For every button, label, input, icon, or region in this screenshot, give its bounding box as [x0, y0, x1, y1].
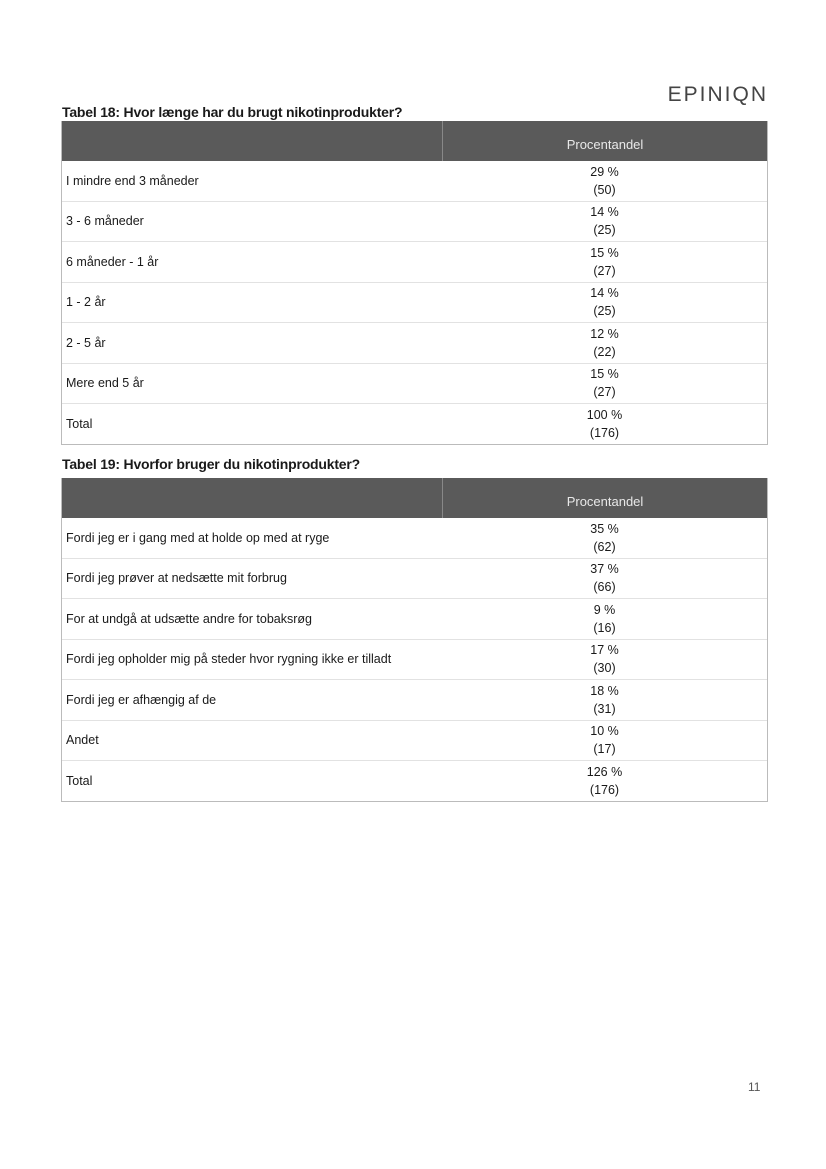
row-label: 6 måneder - 1 år	[66, 254, 159, 269]
row-value: 9 % (16)	[442, 599, 767, 639]
row-value: 100 % (176)	[442, 404, 767, 444]
epinion-logo: EPINIQN	[667, 83, 768, 106]
row-label: Total	[66, 773, 93, 788]
table-row: For at undgå at udsætte andre for tobaks…	[62, 599, 767, 640]
row-value: 35 % (62)	[442, 518, 767, 558]
column-header-procentandel: Procentandel	[566, 136, 644, 152]
table-row: 1 - 2 år 14 % (25)	[62, 283, 767, 323]
row-value: 14 % (25)	[442, 283, 767, 323]
row-label: Total	[66, 416, 93, 431]
table-18-title: Tabel 18: Hvor længe har du brugt nikoti…	[62, 104, 403, 120]
row-label: 2 - 5 år	[66, 335, 106, 350]
row-value: 17 % (30)	[442, 640, 767, 680]
row-count: (176)	[589, 425, 620, 440]
row-percent: 37 %	[590, 562, 619, 577]
row-percent: 15 %	[590, 245, 619, 260]
table-row: Mere end 5 år 15 % (27)	[62, 364, 767, 404]
row-percent: 18 %	[590, 683, 619, 698]
table-18: Procentandel I mindre end 3 måneder 29 %…	[61, 121, 768, 445]
table-header: Procentandel	[62, 121, 767, 161]
row-count: (50)	[593, 182, 616, 197]
row-value: 37 % (66)	[442, 559, 767, 599]
table-row: 3 - 6 måneder 14 % (25)	[62, 202, 767, 242]
row-percent: 10 %	[590, 724, 619, 739]
row-count: (25)	[593, 223, 616, 238]
row-percent: 100 %	[586, 407, 623, 422]
row-count: (30)	[593, 661, 616, 676]
row-percent: 17 %	[590, 643, 619, 658]
row-count: (22)	[593, 344, 616, 359]
row-label: Mere end 5 år	[66, 376, 144, 391]
row-count: (176)	[589, 782, 620, 797]
table-row: 6 måneder - 1 år 15 % (27)	[62, 242, 767, 283]
row-label: 1 - 2 år	[66, 295, 106, 310]
row-label: For at undgå at udsætte andre for tobaks…	[66, 611, 312, 626]
table-row: Fordi jeg er afhængig af de 18 % (31)	[62, 680, 767, 721]
row-value: 15 % (27)	[442, 242, 767, 282]
table-row: Fordi jeg er i gang med at holde op med …	[62, 518, 767, 559]
row-label: I mindre end 3 måneder	[66, 173, 199, 188]
table-row: I mindre end 3 måneder 29 % (50)	[62, 161, 767, 202]
row-label: Andet	[66, 733, 99, 748]
row-value: 18 % (31)	[442, 680, 767, 720]
row-label: Fordi jeg prøver at nedsætte mit forbrug	[66, 571, 287, 586]
table-row: 2 - 5 år 12 % (22)	[62, 323, 767, 364]
row-value: 12 % (22)	[442, 323, 767, 363]
row-value: 10 % (17)	[442, 721, 767, 761]
row-label: 3 - 6 måneder	[66, 214, 144, 229]
row-value: 126 % (176)	[442, 761, 767, 801]
table-row: Total 126 % (176)	[62, 761, 767, 801]
row-count: (62)	[593, 539, 616, 554]
row-count: (17)	[593, 742, 616, 757]
table-19-title: Tabel 19: Hvorfor bruger du nikotinprodu…	[62, 456, 360, 472]
row-percent: 9 %	[593, 602, 616, 617]
row-percent: 12 %	[590, 326, 619, 341]
row-label: Fordi jeg er i gang med at holde op med …	[66, 530, 330, 545]
row-value: 15 % (27)	[442, 364, 767, 404]
row-value: 14 % (25)	[442, 202, 767, 242]
row-percent: 126 %	[586, 764, 623, 779]
table-row: Fordi jeg prøver at nedsætte mit forbrug…	[62, 559, 767, 599]
row-count: (31)	[593, 701, 616, 716]
row-percent: 14 %	[590, 205, 619, 220]
table-19: Procentandel Fordi jeg er i gang med at …	[61, 478, 768, 802]
row-count: (25)	[593, 304, 616, 319]
row-value: 29 % (50)	[442, 161, 767, 201]
row-count: (16)	[593, 620, 616, 635]
row-percent: 15 %	[590, 367, 619, 382]
column-header-procentandel: Procentandel	[566, 493, 644, 509]
table-row: Andet 10 % (17)	[62, 721, 767, 761]
page-number: 11	[748, 1080, 761, 1094]
row-percent: 29 %	[590, 164, 619, 179]
table-row: Fordi jeg opholder mig på steder hvor ry…	[62, 640, 767, 680]
row-percent: 14 %	[590, 286, 619, 301]
row-count: (66)	[593, 580, 616, 595]
table-header: Procentandel	[62, 478, 767, 518]
row-label: Fordi jeg er afhængig af de	[66, 692, 217, 707]
row-count: (27)	[593, 263, 616, 278]
row-label: Fordi jeg opholder mig på steder hvor ry…	[66, 652, 392, 667]
row-percent: 35 %	[590, 521, 619, 536]
table-row: Total 100 % (176)	[62, 404, 767, 444]
row-count: (27)	[593, 385, 616, 400]
